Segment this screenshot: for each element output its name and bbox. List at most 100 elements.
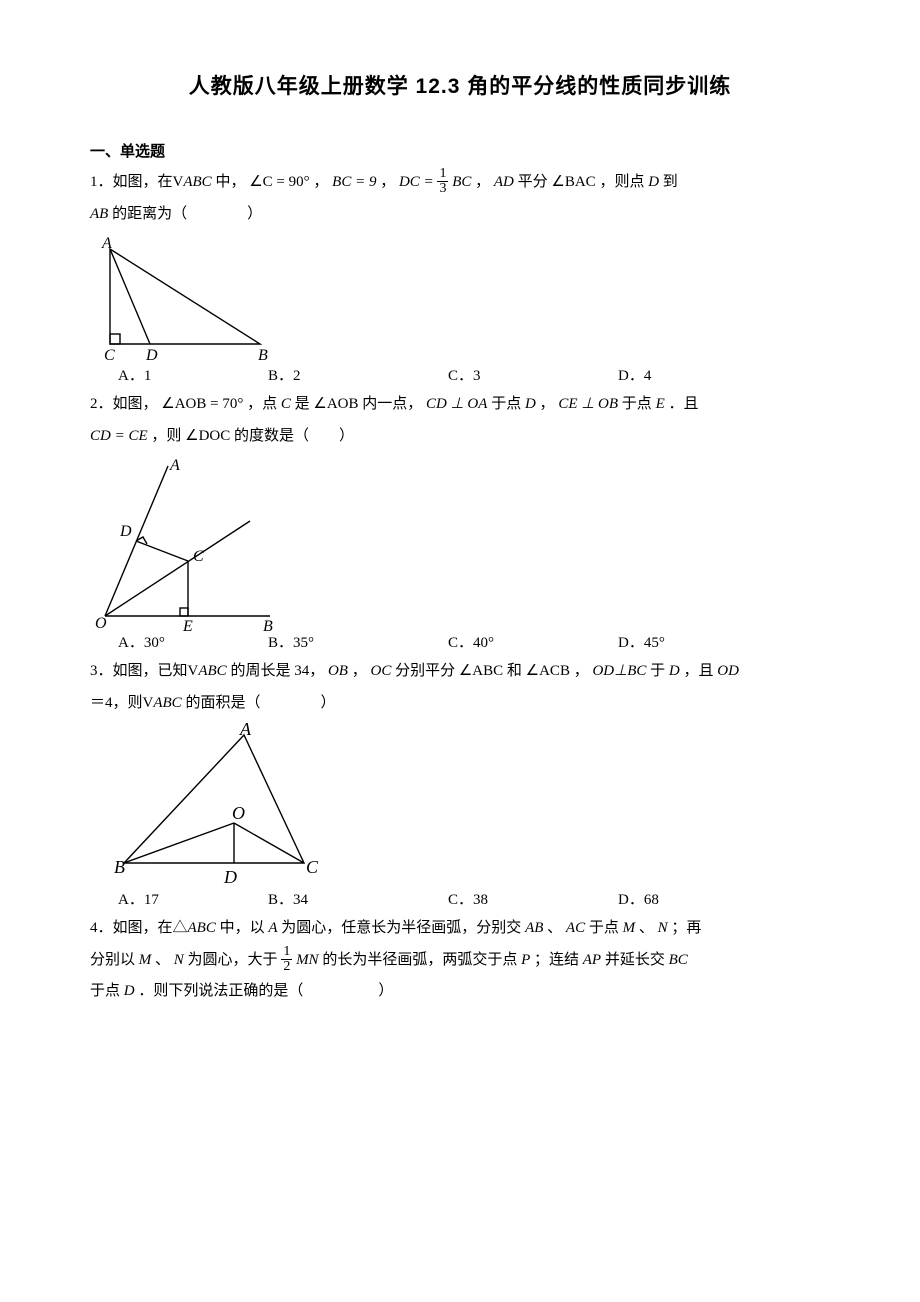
q1-t1: 1．如图，在 — [90, 174, 173, 190]
q1-opt-c: C．3 — [448, 364, 618, 385]
q2-cep: CE ⊥ OB — [558, 396, 618, 412]
q4-t11: 的长为半径画弧，两弧交于点 — [322, 952, 517, 968]
q4-ab: AB — [525, 920, 543, 936]
q1-t4: ， — [380, 174, 395, 190]
q1-frac: 13 — [437, 167, 448, 196]
q1-opt-d: D．4 — [618, 364, 651, 385]
q2-t3: 是 — [295, 396, 310, 412]
q4-mn: MN — [296, 952, 319, 968]
q4-frac-d: 2 — [281, 960, 292, 974]
q4-n: N — [658, 920, 668, 936]
q1-fig-A: A — [101, 235, 112, 252]
q2-t4: 内一点， — [362, 396, 422, 412]
q4-t14: 于点 — [90, 983, 120, 999]
q1-opt-a: A．1 — [118, 364, 268, 385]
q1-angc: ∠C = 90° — [249, 174, 309, 190]
q2-opt-d: D．45° — [618, 631, 665, 652]
q1-t7: ，则点 — [599, 174, 644, 190]
q2-aob2: ∠AOB — [313, 396, 358, 412]
q1-figure: A C D B — [90, 234, 830, 364]
q4-abc: ABC — [188, 920, 216, 936]
q4-m2: M — [139, 952, 152, 968]
q4-t3: 为圆心，任意长为半径画弧，分别交 — [281, 920, 521, 936]
section-1-heading: 一、单选题 — [90, 140, 830, 161]
q1-t3: ， — [313, 174, 328, 190]
q3-options: A．17 B．34 C．38 D．68 — [90, 888, 830, 909]
q4-ap: AP — [583, 952, 601, 968]
q4-t15: ．则下列说法正确的是（ ） — [138, 983, 393, 999]
q4-d: D — [124, 983, 135, 999]
q2-t7: 于点 — [622, 396, 652, 412]
q1-bc9: BC = 9 — [332, 174, 376, 190]
q4-t4: 、 — [547, 920, 562, 936]
q2-opt-a: A．30° — [118, 631, 268, 652]
q3-t9: ＝4，则 — [90, 695, 143, 711]
q3-odp: OD⊥BC — [592, 663, 646, 679]
q3-d: D — [669, 663, 680, 679]
page-title: 人教版八年级上册数学 12.3 角的平分线的性质同步训练 — [90, 70, 830, 100]
q1-fig-D: D — [145, 347, 158, 364]
q4-m: M — [623, 920, 636, 936]
q2-t6: ， — [540, 396, 555, 412]
q1-ab: AB — [90, 206, 108, 222]
q2-cdce: CD = CE — [90, 428, 148, 444]
q1-d: D — [648, 174, 659, 190]
q1-stem: 1．如图，在VABC 中， ∠C = 90° ， BC = 9 ， DC = 1… — [90, 167, 830, 230]
q2-aob: ∠AOB = 70° — [161, 396, 243, 412]
q3-angabc: ∠ABC — [459, 663, 503, 679]
q1-frac-n: 1 — [437, 167, 448, 182]
q1-t2: 中， — [215, 174, 245, 190]
q4-t5: 于点 — [589, 920, 619, 936]
q3-fig-A: A — [239, 723, 252, 739]
q2-c: C — [281, 396, 291, 412]
q4-t10: 为圆心，大于 — [188, 952, 278, 968]
q2-figure: A D C O E B — [90, 456, 830, 631]
q1-dceq: DC = — [399, 174, 434, 190]
q3-ob: OB — [328, 663, 348, 679]
q2-d: D — [525, 396, 536, 412]
q1-opt-b: B．2 — [268, 364, 448, 385]
q2-fig-B: B — [263, 618, 273, 631]
q2-opt-c: C．40° — [448, 631, 618, 652]
q1-fig-B: B — [258, 347, 268, 364]
q4-bc: BC — [669, 952, 688, 968]
q4-stem: 4．如图，在△ABC 中，以 A 为圆心，任意长为半径画弧，分别交 AB 、 A… — [90, 913, 830, 1008]
q4-n2: N — [174, 952, 184, 968]
q4-t6: 、 — [639, 920, 654, 936]
q2-fig-O: O — [95, 615, 107, 631]
q3-abc2: ABC — [153, 695, 181, 711]
q3-t6: ， — [574, 663, 589, 679]
q3-opt-a: A．17 — [118, 888, 268, 909]
q2-t5: 于点 — [491, 396, 521, 412]
q1-bac: ∠BAC — [551, 174, 595, 190]
q1-t5: ， — [475, 174, 490, 190]
q1-options: A．1 B．2 C．3 D．4 — [90, 364, 830, 385]
q4-t1: 4．如图，在△ — [90, 920, 188, 936]
q4-p: P — [521, 952, 530, 968]
q2-t2: ，点 — [247, 396, 277, 412]
q2-opt-b: B．35° — [268, 631, 448, 652]
q2-t8: ．且 — [668, 396, 698, 412]
q4-t9: 、 — [155, 952, 170, 968]
q2-t1: 2．如图， — [90, 396, 158, 412]
q2-cdp: CD ⊥ OA — [426, 396, 487, 412]
q3-fig-B: B — [114, 857, 125, 877]
q2-stem: 2．如图， ∠AOB = 70° ，点 C 是 ∠AOB 内一点， CD ⊥ O… — [90, 389, 830, 452]
q4-ac: AC — [566, 920, 585, 936]
q1-abc: ABC — [183, 174, 211, 190]
q1-frac-d: 3 — [437, 182, 448, 196]
q3-opt-c: C．38 — [448, 888, 618, 909]
q3-t3: ， — [352, 663, 367, 679]
q1-fig-C: C — [104, 347, 115, 364]
q1-t9: 的距离为（ ） — [112, 206, 262, 222]
q2-fig-D: D — [119, 523, 132, 540]
q3-t1: 3．如图，已知 — [90, 663, 188, 679]
q3-fig-C: C — [306, 857, 319, 877]
q3-stem: 3．如图，已知VABC 的周长是 34， OB ， OC 分别平分 ∠ABC 和… — [90, 656, 830, 719]
q1-bc: BC — [452, 174, 471, 190]
q3-tri2: V — [143, 695, 154, 711]
q4-t12: ；连结 — [534, 952, 579, 968]
q2-e: E — [656, 396, 665, 412]
q1-ad: AD — [494, 174, 514, 190]
q2-doc: ∠DOC — [185, 428, 230, 444]
